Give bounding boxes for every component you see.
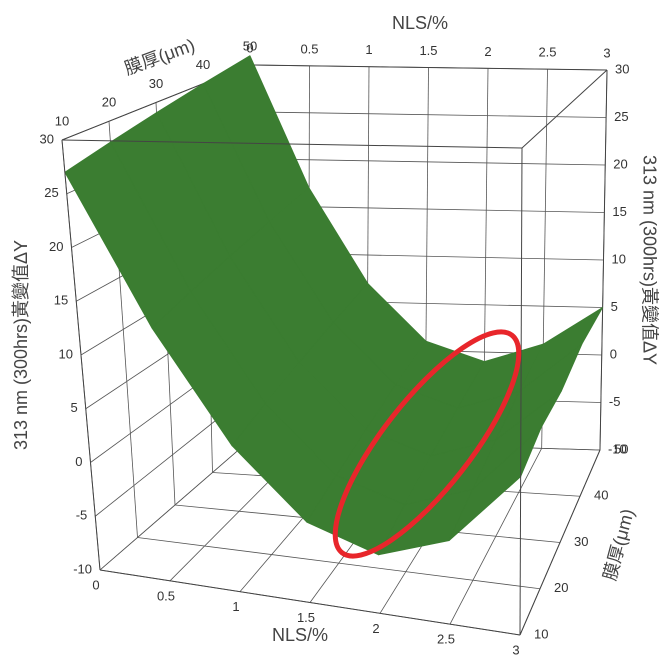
highlight-ellipse [332,329,522,559]
tick-label: 1.5 [297,610,315,625]
x-axis-label-bottom: NLS/% [272,625,328,645]
tick-label: 10 [55,113,69,128]
tick-label: 1 [232,599,239,614]
tick-label: 30 [149,76,163,91]
tick-label: 0.5 [157,588,175,603]
tick-label: 15 [54,293,68,308]
surface-cell [448,427,542,542]
tick-label: 20 [613,156,627,171]
z-axis-label-right: 313 nm (300hrs)黃變值ΔY [639,155,659,365]
box-edge [61,139,523,149]
tick-label: 40 [594,488,608,503]
tick-label: 20 [554,580,568,595]
tick-label: 5 [611,299,618,314]
tick-label: -10 [73,561,92,576]
tick-label: 0 [610,346,617,361]
tick-label: 50 [243,38,257,53]
tick-label: 2.5 [437,632,455,647]
tick-label: -5 [76,508,88,523]
box-edge [521,69,608,149]
box-edge [519,449,601,636]
tick-label: 15 [612,204,626,219]
tick-label: 2 [484,44,491,59]
tick-label: 2.5 [538,45,556,60]
tick-label: -5 [609,394,621,409]
tick-label: 0 [246,40,253,55]
box-edge [599,69,608,451]
box-edge [61,139,101,571]
tick-label: 25 [614,109,628,124]
tick-label: 1.5 [419,43,437,58]
tick-label: 0.5 [300,41,318,56]
tick-label: 5 [71,400,78,415]
tick-label: 2 [372,621,379,636]
tick-label: 10 [612,251,626,266]
box-edge [519,147,523,636]
front-edges: -10 -10 -5 -5 0 0 5 5 10 10 15 15 20 20 25 25 30 30 0 0 0.5 0… [40,38,630,657]
y-axis-label-right: 膜厚(μm) [600,507,638,583]
tick-label: 0 [92,577,99,592]
grid-line [137,537,541,590]
tick-label: 30 [574,534,588,549]
tick-label: 25 [44,185,58,200]
tick-label: 30 [40,131,54,146]
tick-label: 50 [614,441,628,456]
x-axis-label-top: NLS/% [392,13,448,33]
tick-label: 1 [365,42,372,57]
tick-label: -10 [608,441,627,456]
tick-label: 3 [512,642,519,657]
tick-label: 0 [75,454,82,469]
tick-label: 20 [49,239,63,254]
tick-label: 3 [603,45,610,60]
surface [64,55,604,556]
y-axis-label-top: 膜厚(μm) [122,35,198,79]
box-edge [99,569,521,636]
tick-label: 40 [196,57,210,72]
box-edge [249,64,608,71]
tick-label: 30 [615,61,629,76]
tick-label: 10 [534,626,548,641]
tick-label: 10 [59,346,73,361]
z-axis-label-left: 313 nm (300hrs)黃變值ΔY [11,240,31,450]
tick-label: 20 [102,95,116,110]
